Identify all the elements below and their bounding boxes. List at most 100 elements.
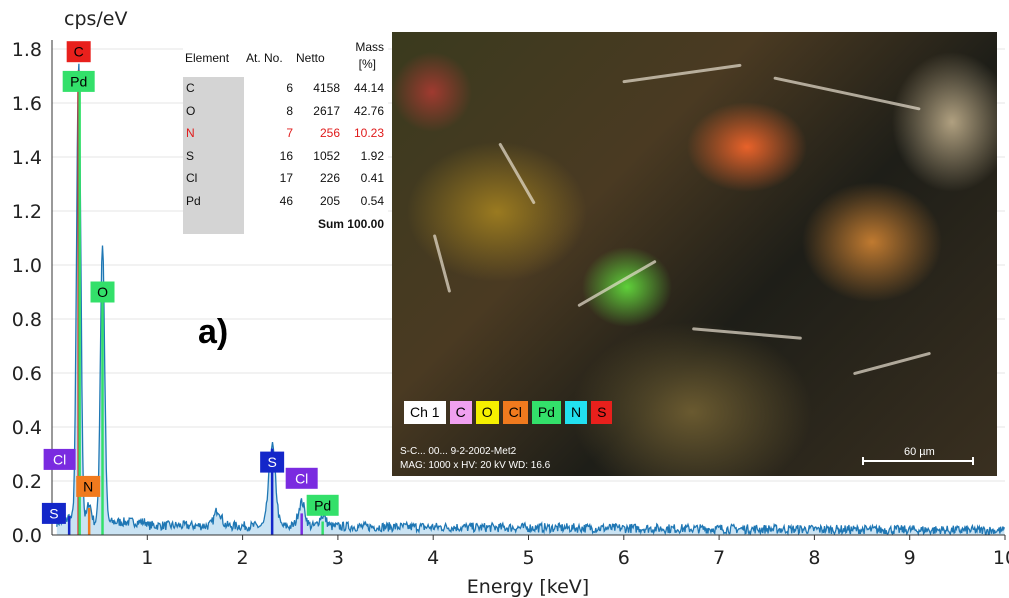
element-quantification-table: Element At. No. Netto Mass [%] C 6 4158 44.… <box>183 37 388 234</box>
peak-label-text: S <box>49 505 58 521</box>
peak-label-box <box>62 70 95 92</box>
sem-caption-2: MAG: 1000 x HV: 20 kV WD: 16.6 <box>400 460 551 471</box>
peak-label-text: Cl <box>53 451 66 467</box>
cell-netto: 205 <box>319 193 340 208</box>
cell-element: C <box>186 81 195 95</box>
x-tick-label: 5 <box>522 547 534 569</box>
header-mass: Mass <box>355 40 384 54</box>
legend-chip: N <box>564 401 588 424</box>
sem-texture <box>852 351 932 376</box>
table-row: O 8 2617 42.76 <box>183 104 388 126</box>
legend-chip: S <box>591 401 613 424</box>
cell-element: N <box>186 126 195 140</box>
sem-caption-1: S-C... 00... 9-2-2002-Met2 <box>400 446 517 457</box>
y-tick-label: 1.2 <box>12 201 42 223</box>
sem-texture <box>432 234 452 293</box>
peak-label: S <box>260 451 285 473</box>
cell-mass: 0.41 <box>360 171 384 185</box>
y-tick-label: 1.6 <box>12 93 42 115</box>
legend-chip: O <box>475 401 499 424</box>
x-axis-title: Energy [keV] <box>467 576 589 598</box>
cell-atno: 17 <box>279 171 293 185</box>
peak-label: C <box>66 41 91 63</box>
x-tick-label: 2 <box>237 547 249 569</box>
x-tick-label: 8 <box>808 547 820 569</box>
peak-label-box <box>43 448 76 470</box>
cell-netto: 1052 <box>313 148 340 163</box>
peak-label-box <box>66 41 91 63</box>
legend-chip: Pd <box>531 401 561 424</box>
sem-texture <box>773 76 921 111</box>
cell-atno: 8 <box>286 103 293 118</box>
peak-label-text: N <box>83 478 93 494</box>
legend-chip: Cl <box>502 401 528 424</box>
cell-element: S <box>186 148 195 163</box>
y-tick-label: 1.8 <box>12 39 42 61</box>
table-row: Pd 46 205 0.54 <box>183 194 388 216</box>
cell-mass: 42.76 <box>353 103 384 118</box>
peak-label: Pd <box>62 70 95 92</box>
panel-label: a) <box>198 313 228 351</box>
cell-mass: 0.54 <box>360 193 384 208</box>
cell-atno: 46 <box>279 193 293 208</box>
peak-label: N <box>76 475 101 497</box>
x-tick-label: 1 <box>141 547 153 569</box>
x-tick-label: 9 <box>904 547 916 569</box>
peak-label-text: S <box>267 454 276 470</box>
sem-channel-legend: Ch 1 C O Cl Pd N S <box>404 401 613 424</box>
element-lines <box>67 70 324 535</box>
peak-label: Cl <box>43 448 76 470</box>
table-shaded-column <box>183 77 244 234</box>
peak-label-box <box>76 475 101 497</box>
y-axis-title: cps/eV <box>64 8 128 30</box>
sem-texture <box>498 142 536 205</box>
peak-label-text: Cl <box>295 470 308 486</box>
peak-label: O <box>90 281 115 303</box>
table-row: C 6 4158 44.14 <box>183 81 388 103</box>
cell-atno: 7 <box>286 126 293 140</box>
cell-mass: 1.92 <box>360 148 384 163</box>
peak-label-box <box>285 467 318 489</box>
spectrum-line <box>56 63 1006 537</box>
peak-label-box <box>260 451 285 473</box>
peak-label-text: Pd <box>70 73 87 89</box>
cell-atno: 6 <box>286 81 293 95</box>
sem-texture <box>692 327 802 340</box>
table-header: Element At. No. Netto Mass [%] <box>183 37 388 77</box>
table-row: Cl 17 226 0.41 <box>183 171 388 193</box>
table-sum: Sum 100.00 <box>317 217 384 231</box>
sem-texture <box>577 259 657 308</box>
y-tick-label: 1.0 <box>12 255 42 277</box>
peak-label-text: O <box>97 284 108 300</box>
peak-label: Pd <box>306 494 339 516</box>
x-tick-label: 4 <box>427 547 439 569</box>
x-tick-label: 7 <box>713 547 725 569</box>
cell-element: O <box>186 103 196 118</box>
y-tick-label: 1.4 <box>12 147 42 169</box>
legend-chip: C <box>449 401 472 424</box>
cell-mass: 44.14 <box>353 81 384 95</box>
table-row: S 16 1052 1.92 <box>183 149 388 171</box>
y-tick-label: 0.2 <box>12 471 42 493</box>
y-tick-label: 0.4 <box>12 417 42 439</box>
x-tick-label: 6 <box>618 547 630 569</box>
cell-netto: 256 <box>319 126 340 140</box>
peak-label-box <box>90 281 115 303</box>
header-element: Element <box>185 51 230 65</box>
cell-mass: 10.23 <box>353 126 384 140</box>
y-tick-label: 0.6 <box>12 363 42 385</box>
spectrum-series <box>56 63 1006 537</box>
cell-netto: 226 <box>319 171 340 185</box>
y-tick-labels: 0.0 0.2 0.4 0.6 0.8 1.0 1.2 1.4 1.6 1.8 <box>12 39 42 547</box>
header-netto: Netto <box>296 51 325 65</box>
peak-label-box <box>306 494 339 516</box>
sem-texture <box>622 63 742 84</box>
sem-element-map-image: Ch 1 C O Cl Pd N S S-C... 00... 9-2-2002-Met2 … <box>392 32 997 476</box>
y-tick-label: 0.8 <box>12 309 42 331</box>
x-tick-label: 10 <box>993 547 1009 569</box>
cell-netto: 2617 <box>313 103 340 118</box>
peak-label-text: Pd <box>314 497 331 513</box>
x-tick-labels: 1 2 3 4 5 6 7 8 9 10 <box>141 535 1009 569</box>
peak-label-text: C <box>74 44 84 60</box>
